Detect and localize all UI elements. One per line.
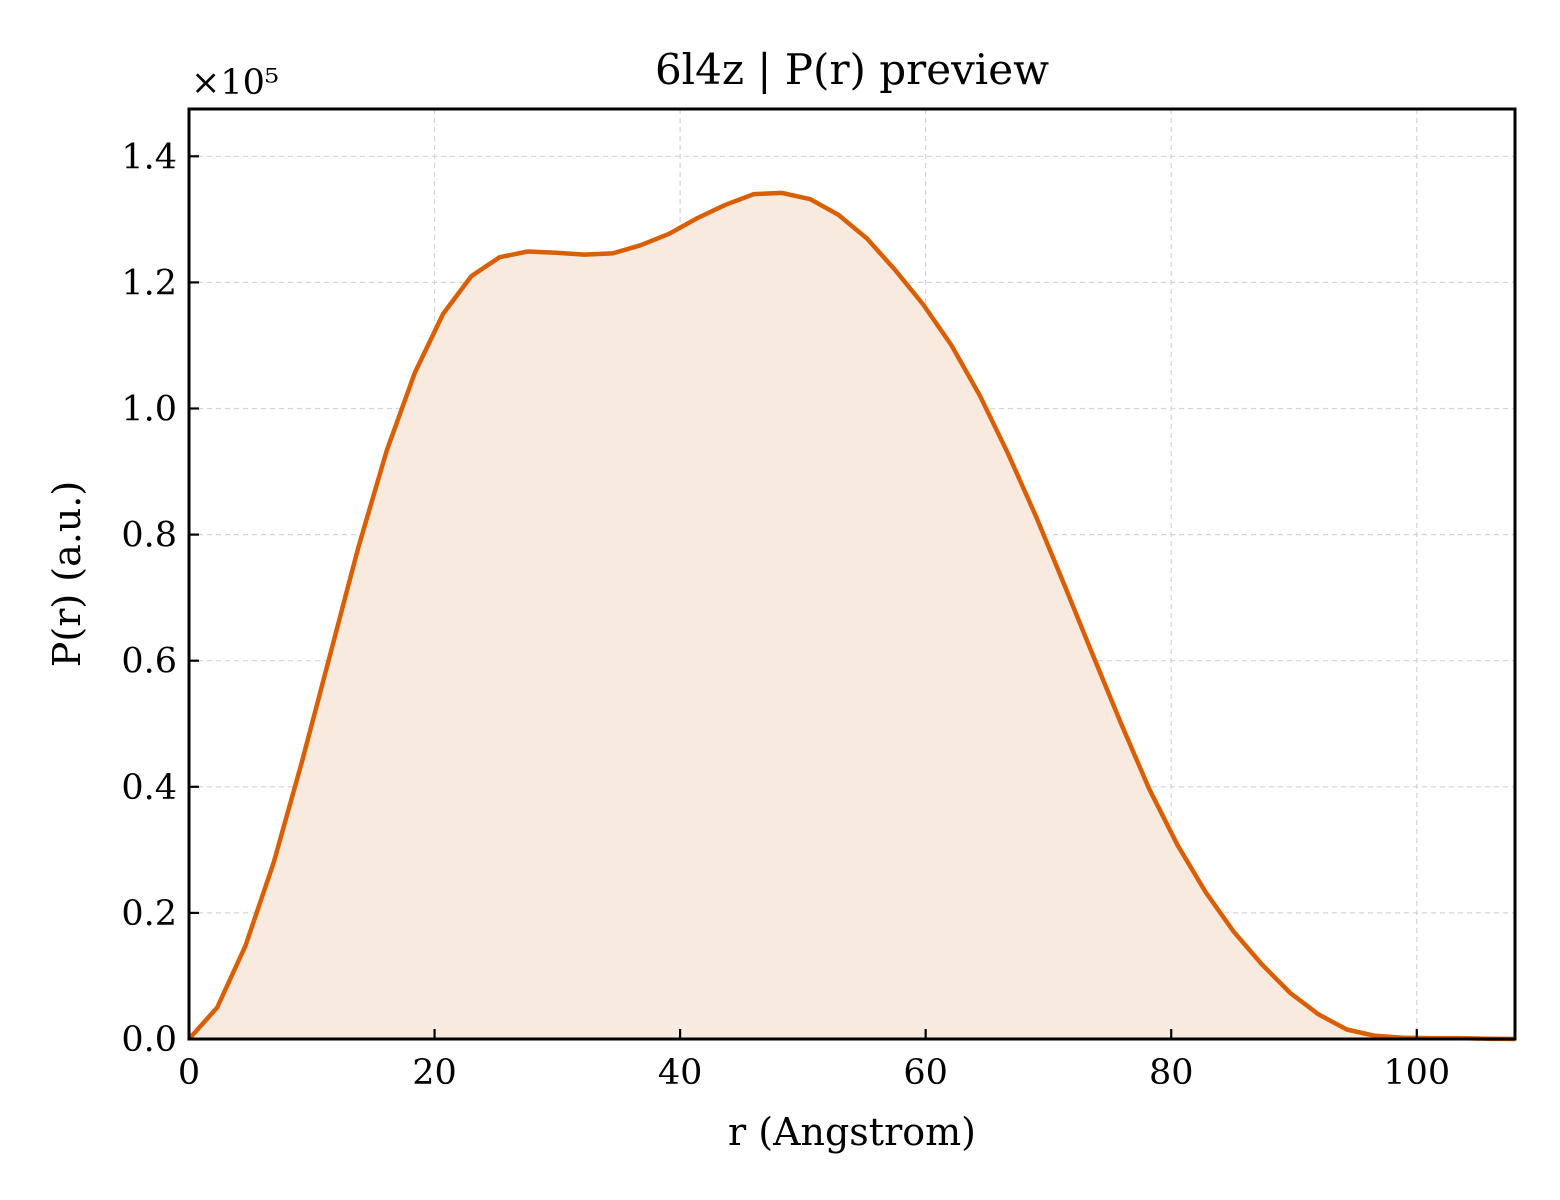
x-axis-title: r (Angstrom) bbox=[728, 1110, 976, 1154]
x-tick-label: 20 bbox=[412, 1053, 457, 1093]
y-tick-label: 1.2 bbox=[121, 263, 177, 303]
pr-area-fill bbox=[189, 192, 1515, 1039]
pr-curve-line bbox=[187, 190, 1516, 1042]
y-tick-label: 0.6 bbox=[121, 642, 177, 682]
chart-title: 6l4z | P(r) preview bbox=[655, 45, 1049, 94]
y-tick-label: 1.0 bbox=[121, 389, 177, 429]
area-layer bbox=[187, 190, 1516, 1042]
x-tick-label: 100 bbox=[1383, 1053, 1450, 1093]
x-tick-label: 60 bbox=[903, 1053, 948, 1093]
plot-frame bbox=[187, 107, 1517, 1041]
x-tick-label: 40 bbox=[658, 1053, 703, 1093]
y-tick-label: 0.2 bbox=[121, 894, 177, 934]
y-tick-label: 0.0 bbox=[121, 1020, 177, 1060]
tick-layer: 0 20 40 60 80 100 0.0 0.2 0.4 0.6 0.8 1.0 1.2 1.4 bbox=[121, 137, 1450, 1093]
y-tick-label: 1.4 bbox=[121, 137, 177, 177]
y-tick-label: 0.4 bbox=[121, 768, 177, 808]
y-scale-label: ×10⁵ bbox=[191, 63, 279, 103]
x-tick-label: 0 bbox=[178, 1053, 200, 1093]
y-tick-label: 0.8 bbox=[121, 516, 177, 556]
x-tick-label: 80 bbox=[1149, 1053, 1194, 1093]
y-axis-title: P(r) (a.u.) bbox=[45, 481, 89, 667]
